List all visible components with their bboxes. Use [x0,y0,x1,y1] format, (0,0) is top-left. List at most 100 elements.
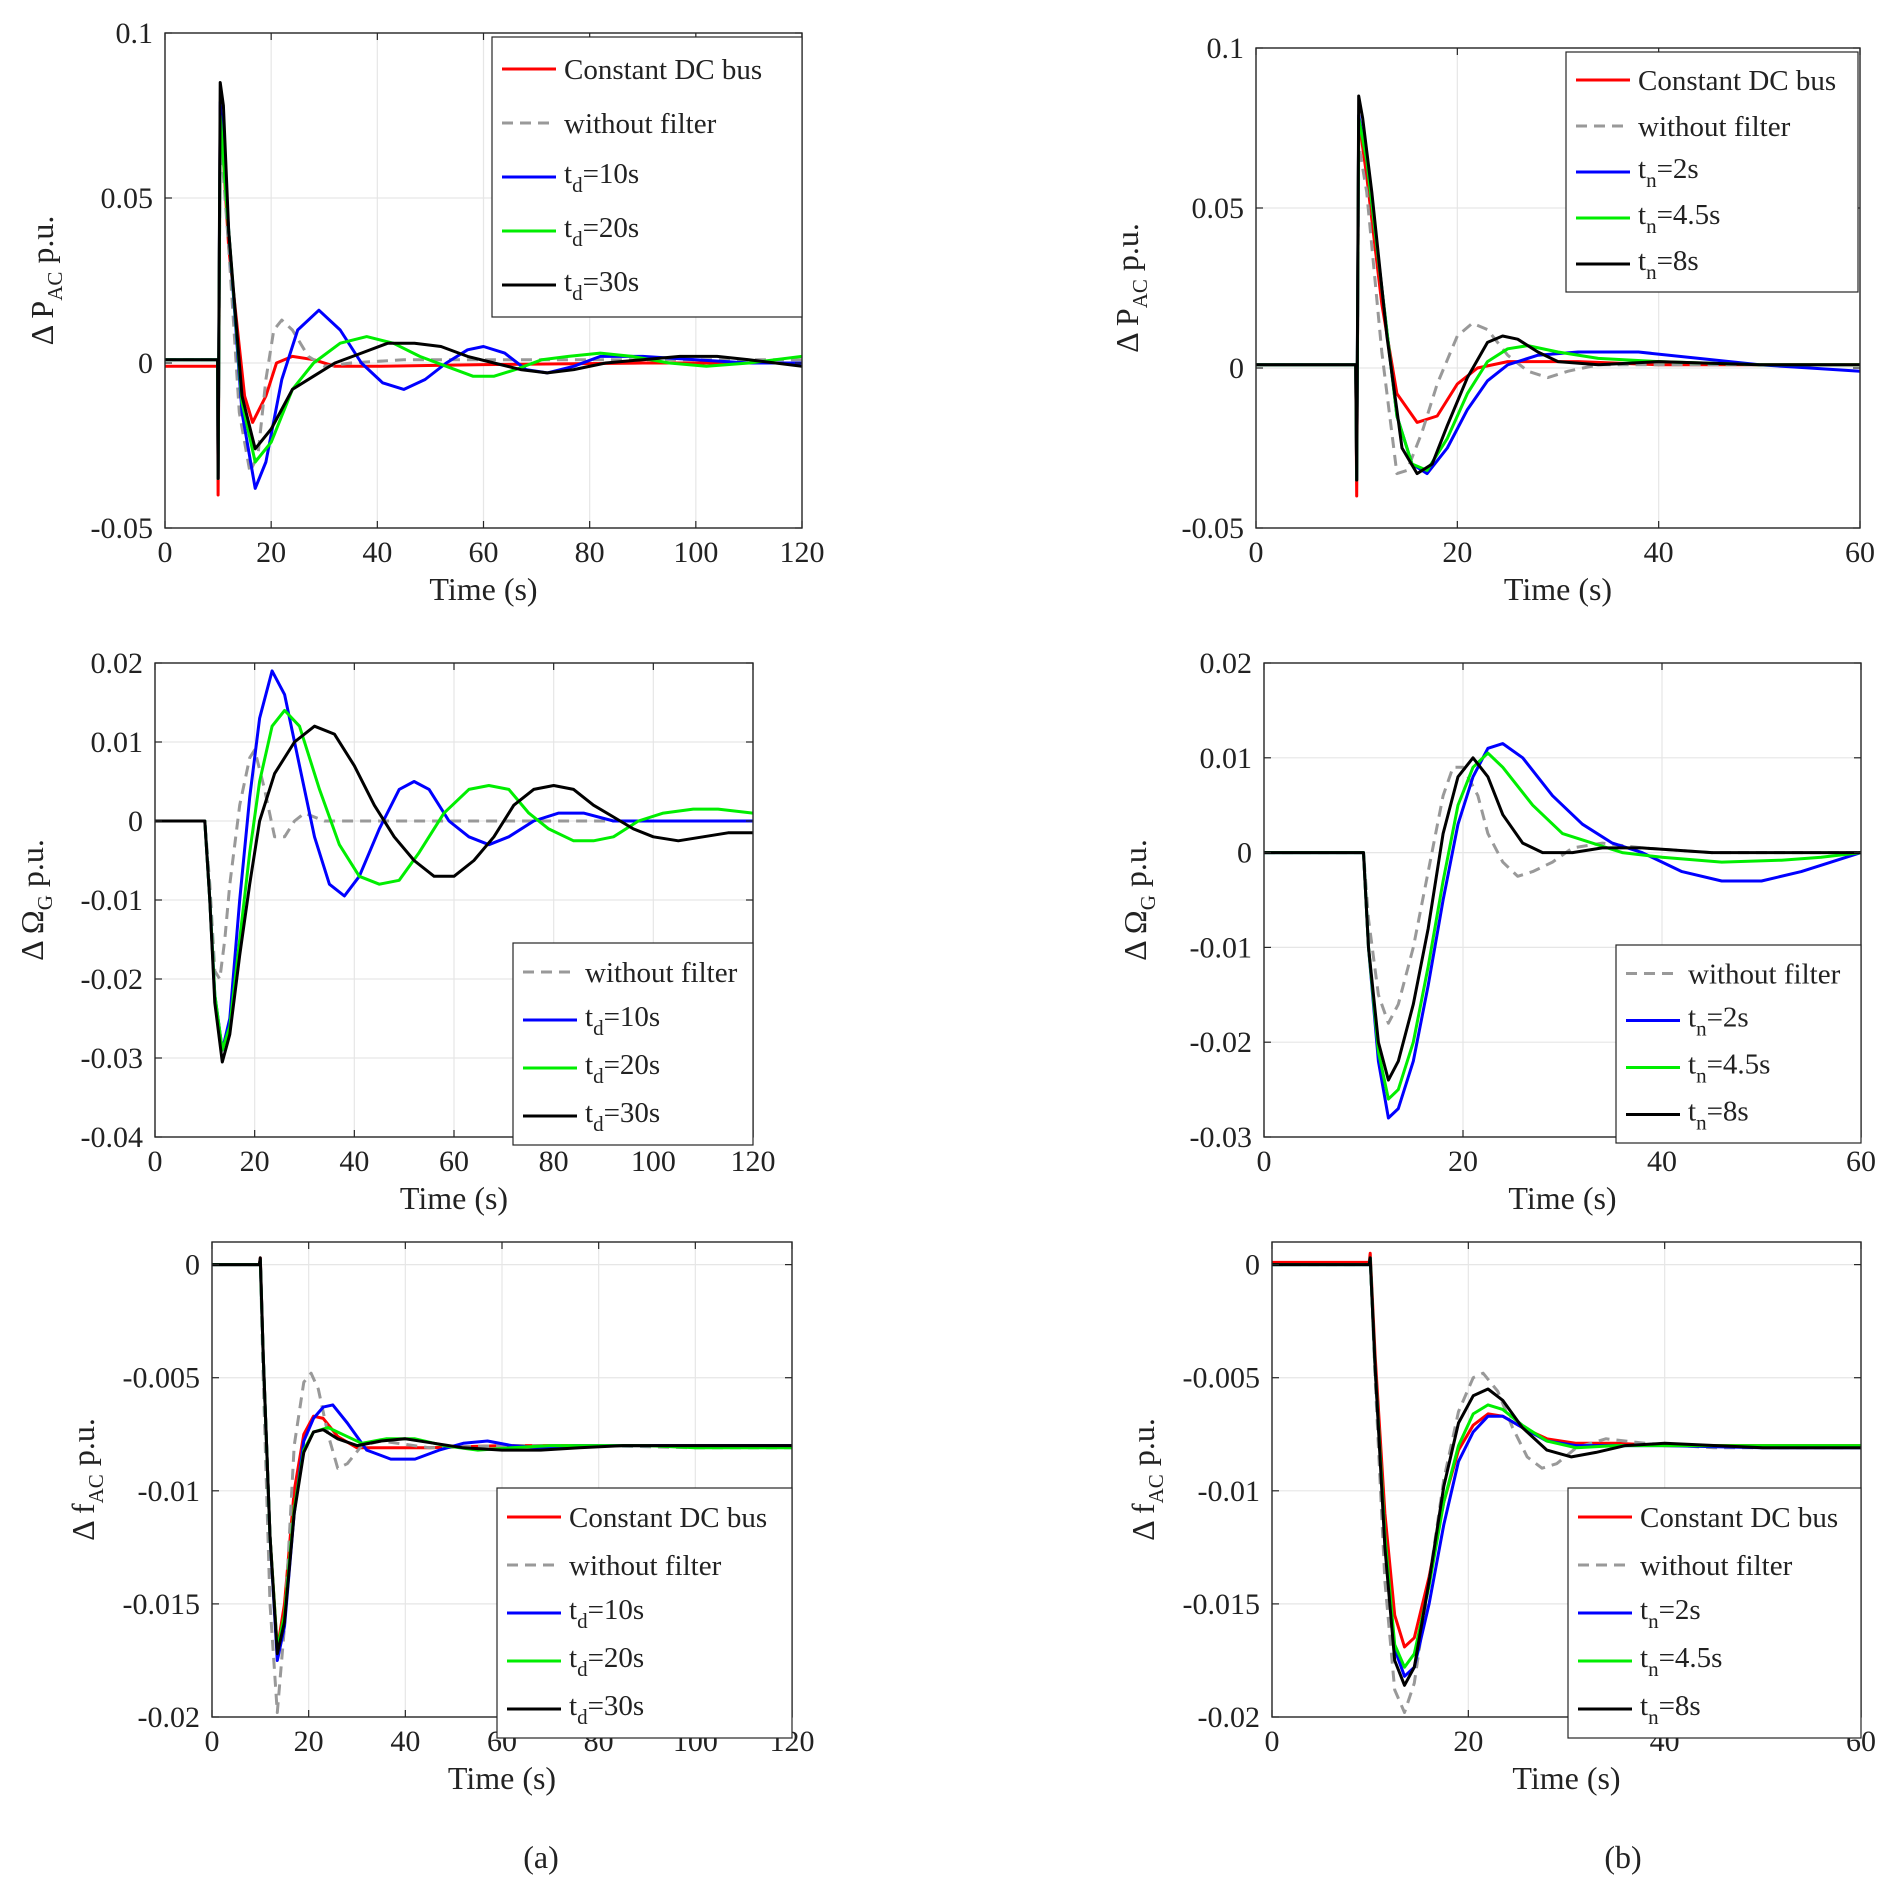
series-line-without-filter [1256,142,1860,482]
y-tick-label: 0 [1237,837,1252,870]
legend: Constant DC bus without filter td=10s td=20… [496,1487,793,1739]
y-tick-label: -0.01 [81,884,144,917]
legend: Constant DC bus without filter tn=2s tn=4.5… [1567,1487,1862,1739]
x-axis-label: Time (s) [400,1180,508,1216]
legend-entry: td=10s [569,1594,644,1633]
legend-entry: without filter [585,957,738,989]
legend-entry: Constant DC bus [569,1502,767,1534]
x-tick-label: 60 [439,1145,469,1178]
y-tick-label: -0.015 [1183,1588,1261,1621]
x-tick-label: 40 [339,1145,369,1178]
legend-box [1615,944,1862,1144]
y-tick-label: 0 [128,805,143,838]
x-tick-label: 120 [780,536,825,569]
y-tick-label: -0.05 [1182,512,1245,545]
y-tick-label: -0.01 [1198,1475,1261,1508]
series-line-t-d-30s [165,81,802,480]
x-tick-label: 40 [1644,536,1674,569]
legend-entry: tn=8s [1638,245,1699,284]
x-tick-label: 20 [1442,536,1472,569]
x-tick-label: 0 [1249,536,1264,569]
x-tick-label: 0 [158,536,173,569]
x-axis-label: Time (s) [1512,1760,1620,1796]
y-tick-label: 0.1 [116,17,154,50]
legend-entry: tn=4.5s [1640,1642,1722,1681]
legend-entry: td=30s [585,1097,660,1136]
legend-entry: without filter [564,108,717,140]
series-line-without-filter [1272,1254,1861,1714]
legend-entry: tn=2s [1638,153,1699,192]
series-line-t-n-8s [1272,1256,1861,1687]
legend-entry: td=30s [569,1690,644,1729]
series-group [155,669,753,1064]
legend-entry: without filter [1638,111,1791,143]
y-axis-label: Δ PAC p.u. [1109,223,1152,353]
series-line-t-n-4-5s [1264,751,1861,1101]
legend-box [512,942,754,1146]
legend-entry: Constant DC bus [1640,1502,1838,1534]
y-tick-label: -0.02 [1198,1701,1261,1734]
y-tick-label: -0.02 [1190,1026,1253,1059]
legend-entry: without filter [1688,959,1841,991]
y-axis-label-text: Δ fAC p.u. [65,1418,108,1541]
legend-entry: td=10s [564,158,639,197]
y-tick-label: -0.005 [1183,1362,1261,1395]
series-group [1264,742,1861,1120]
legend-entry: Constant DC bus [564,54,762,86]
y-tick-label: 0 [185,1249,200,1282]
legend-entry: td=20s [569,1642,644,1681]
legend-entry: Constant DC bus [1638,65,1836,97]
x-tick-label: 40 [1647,1145,1677,1178]
x-tick-label: 0 [1257,1145,1272,1178]
series-group [212,1256,792,1714]
series-line-t-n-8s [1256,94,1860,482]
x-tick-label: 20 [1453,1725,1483,1758]
legend-entry: td=20s [585,1049,660,1088]
legend-entry: tn=2s [1688,1002,1749,1041]
x-tick-label: 100 [631,1145,676,1178]
series-group [1256,94,1860,498]
y-tick-label: -0.005 [123,1362,201,1395]
series-group [165,81,802,497]
x-tick-label: 40 [362,536,392,569]
series-line-t-n-8s [1264,756,1861,1082]
legend-entry: without filter [569,1550,722,1582]
x-tick-label: 60 [1846,1145,1876,1178]
y-axis-label: Δ ΩG p.u. [1117,839,1160,961]
y-axis-label: Δ fAC p.u. [65,1418,108,1541]
x-tick-label: 20 [294,1725,324,1758]
y-tick-label: 0 [138,347,153,380]
x-tick-label: 80 [575,536,605,569]
chart-b2: 0 20 40 60 -0.03 -0.02 -0.01 0 0.01 0.02 Time (s) Δ… [1117,647,1876,1216]
x-tick-label: 60 [469,536,499,569]
legend-entry: tn=8s [1688,1096,1749,1135]
axes-frame [1263,662,1862,1138]
y-tick-label: -0.05 [91,512,154,545]
y-tick-label: -0.03 [1190,1121,1253,1154]
x-tick-label: 20 [240,1145,270,1178]
x-tick-label: 80 [539,1145,569,1178]
y-tick-label: 0.05 [1192,192,1245,225]
series-line-t-n-2s [1264,742,1861,1120]
series-line-t-d-30s [212,1256,792,1656]
legend-entry: tn=4.5s [1638,199,1720,238]
caption-b: (b) [1604,1839,1641,1875]
legend-entry: td=10s [585,1001,660,1040]
x-tick-label: 60 [1845,536,1875,569]
legend: without filter tn=2s tn=4.5s tn=8s [1615,944,1862,1144]
x-tick-label: 0 [148,1145,163,1178]
y-axis-label-text: Δ ΩG p.u. [14,839,57,961]
legend: Constant DC bus without filter tn=2s tn=4.5… [1565,51,1859,293]
y-tick-label: 0.02 [1200,647,1253,680]
y-axis-label: Δ fAC p.u. [1125,1418,1168,1541]
x-tick-label: 100 [673,536,718,569]
y-tick-label: 0.05 [101,182,154,215]
y-axis-label-text: Δ fAC p.u. [1125,1418,1168,1541]
legend: without filter td=10s td=20s td=30s [512,942,754,1146]
x-axis-label: Time (s) [1508,1180,1616,1216]
y-tick-label: -0.03 [81,1042,144,1075]
